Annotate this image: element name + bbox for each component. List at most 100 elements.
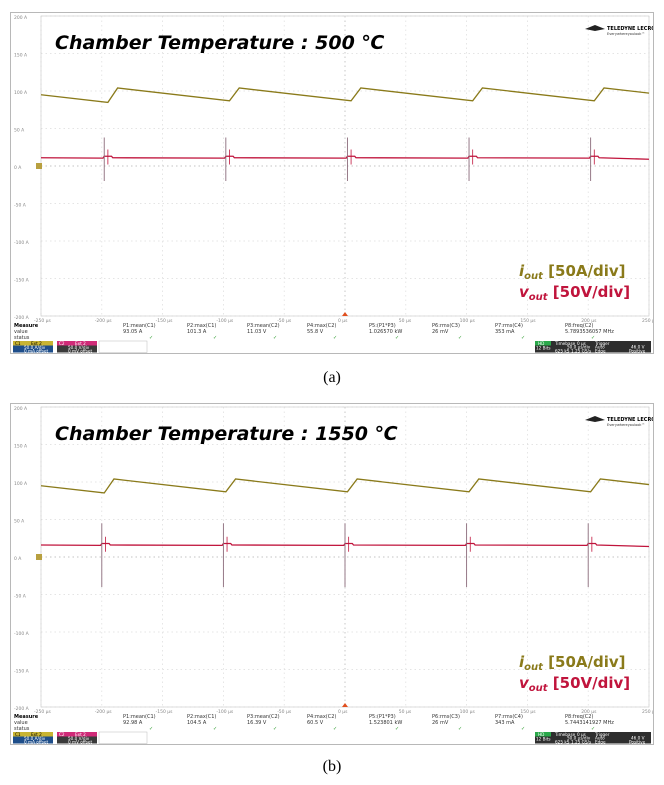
label-vout: vout [50V/div]	[519, 283, 630, 303]
trigger-marker	[342, 312, 348, 316]
x-tick-label: 200 µs	[581, 709, 597, 715]
timebase-rate: 1.25 GS/s	[571, 348, 591, 353]
measure-header: P5:(P1*P3)	[369, 323, 396, 329]
timebase-samples: 625 kS	[555, 739, 570, 744]
hd-badge	[535, 732, 551, 737]
x-tick-label: 50 µs	[399, 709, 412, 715]
logo-subtext: Everywhereyoulook™	[607, 423, 645, 427]
logo-mark-icon	[585, 25, 605, 31]
measure-header: P1:mean(C1)	[123, 714, 156, 720]
x-tick-label: 200 µs	[581, 318, 597, 324]
measure-value: 93.05 A	[123, 329, 143, 335]
measure-row-label: Measure	[14, 323, 39, 329]
x-tick-label: 250 µs	[642, 318, 653, 324]
y-tick-label: 200 A	[14, 15, 28, 21]
x-tick-label: 0 µs	[338, 318, 348, 324]
c1-name: C1	[15, 732, 21, 737]
measure-value: 26 mV	[432, 720, 449, 726]
measure-row-label: status	[14, 335, 30, 341]
y-tick-label: -200 A	[14, 706, 30, 712]
status-check-icon: ✓	[591, 335, 595, 341]
c1-sub: Ext 2	[31, 732, 42, 737]
c1-sub: Ext 2	[31, 341, 42, 346]
timebase-bg	[535, 341, 651, 353]
y-tick-label: 100 A	[14, 90, 28, 96]
measure-value: 343 mA	[495, 720, 515, 726]
measure-row-label: value	[14, 329, 28, 335]
trigger-marker	[342, 703, 348, 707]
empty-slot	[98, 731, 148, 744]
scope-screen-a: 200 A 150 A 100 A 50 A 0 A -50 A -100 A -150 A -…	[10, 12, 654, 354]
c2-name: C2	[59, 341, 65, 346]
c1-body	[13, 736, 53, 744]
status-check-icon: ✓	[273, 726, 277, 732]
c1-scale: 50.0 A/div	[24, 345, 46, 350]
status-check-icon: ✓	[149, 726, 153, 732]
measure-value: 26 mV	[432, 329, 449, 335]
timebase-delay: 0 µs	[577, 341, 586, 346]
x-tick-label: 50 µs	[399, 318, 412, 324]
empty-slot	[98, 340, 148, 353]
scope-screen-b: 200 A 150 A 100 A 50 A 0 A -50 A -100 A -150 A -…	[10, 403, 654, 745]
bits-label: 12 Bits	[536, 346, 551, 351]
trigger-mode: Auto	[595, 736, 605, 741]
y-tick-label: -100 A	[14, 631, 30, 637]
x-tick-label: -100 µs	[216, 318, 234, 324]
measure-header: P7:rms(C4)	[495, 323, 523, 329]
timebase-samples: 625 kS	[555, 348, 570, 353]
status-check-icon: ✓	[458, 726, 462, 732]
x-tick-label: -200 µs	[95, 709, 113, 715]
status-check-icon: ✓	[521, 726, 525, 732]
c1-body	[13, 345, 53, 353]
series-iout-line	[40, 87, 650, 104]
status-check-icon: ✓	[395, 726, 399, 732]
measure-value: 1.523801 kW	[369, 720, 402, 726]
x-tick-label: 100 µs	[460, 709, 476, 715]
c2-body	[57, 345, 97, 353]
bits-label: 12 Bits	[536, 737, 551, 742]
y-tick-label: -150 A	[14, 669, 30, 675]
measure-value: 104.5 A	[187, 720, 207, 726]
measure-header: P8:freq(C2)	[565, 714, 593, 720]
chart-title: Chamber Temperature : 1550 ℃	[55, 423, 398, 445]
status-check-icon: ✓	[273, 335, 277, 341]
label-iout: iout [50A/div]	[519, 653, 626, 673]
hd-badge	[535, 341, 551, 346]
y-tick-label: -100 A	[14, 240, 30, 246]
x-tick-label: -150 µs	[156, 709, 174, 715]
hd-label: HD	[538, 341, 544, 346]
y-tick-label: 100 A	[14, 481, 28, 487]
timebase-div: 50.0 µs/div	[567, 736, 591, 741]
measure-value: 55.8 V	[307, 329, 324, 335]
c2-scale: 50.0 V/div	[68, 345, 90, 350]
trigger-slope: Positive	[629, 739, 646, 744]
c2-offset: 0 mV offset	[68, 349, 92, 353]
status-check-icon: ✓	[213, 726, 217, 732]
series-vout-group	[40, 523, 650, 587]
x-tick-label: -50 µs	[277, 709, 292, 715]
measure-header: P5:(P1*P3)	[369, 714, 396, 720]
x-tick-label: -200 µs	[95, 318, 113, 324]
label-vout: vout [50V/div]	[519, 674, 630, 694]
logo-text: TELEDYNE LECROY	[607, 417, 653, 423]
measure-value: 5.7893536057 MHz	[565, 329, 614, 335]
y-tick-label: -150 A	[14, 278, 30, 284]
status-check-icon: ✓	[395, 335, 399, 341]
measure-header: P4:max(C2)	[307, 714, 336, 720]
channel-level-marker	[36, 554, 42, 560]
y-tick-label: 150 A	[14, 53, 28, 59]
teledyne-logo: TELEDYNE LECROYEverywhereyoulook™	[585, 25, 653, 36]
c1-scale: 50.0 A/div	[24, 736, 46, 741]
series-iout-line	[40, 478, 650, 494]
status-check-icon: ✓	[149, 335, 153, 341]
x-tick-label: 150 µs	[520, 709, 536, 715]
measure-header: P1:mean(C1)	[123, 323, 156, 329]
measure-header: P6:rms(C3)	[432, 323, 460, 329]
c2-scale: 50.0 V/div	[68, 736, 90, 741]
channel-level-marker	[36, 163, 42, 169]
